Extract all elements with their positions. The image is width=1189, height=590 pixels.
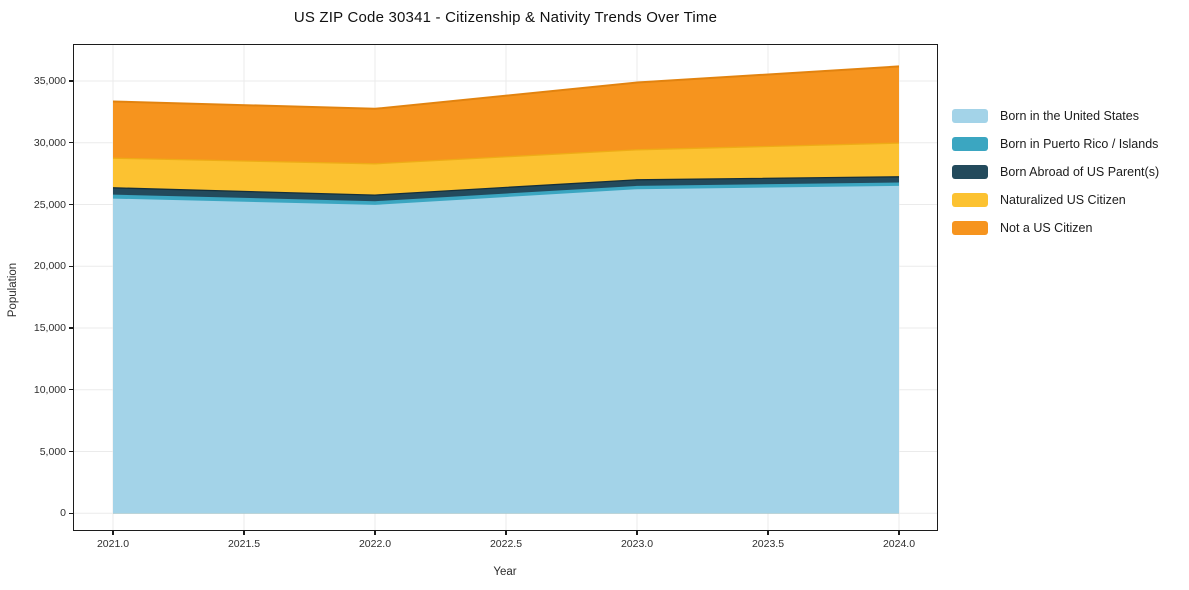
legend: Born in the United States Born in Puerto… xyxy=(952,102,1159,242)
legend-label: Born in the United States xyxy=(1000,109,1139,123)
legend-swatch-naturalized xyxy=(952,193,988,207)
legend-item: Born in Puerto Rico / Islands xyxy=(952,130,1159,158)
x-tick xyxy=(374,530,376,535)
x-tick-label: 2022.0 xyxy=(358,538,392,550)
legend-label: Born in Puerto Rico / Islands xyxy=(1000,137,1159,151)
x-tick xyxy=(636,530,638,535)
x-tick-label: 2021.5 xyxy=(227,538,261,550)
x-axis-label: Year xyxy=(493,566,517,578)
x-tick-label: 2022.5 xyxy=(489,538,523,550)
y-tick xyxy=(68,142,74,144)
x-tick-label: 2021.0 xyxy=(96,538,130,550)
y-tick-label: 0 xyxy=(60,507,66,520)
chart-title: US ZIP Code 30341 - Citizenship & Nativi… xyxy=(293,9,718,26)
legend-swatch-born-abroad xyxy=(952,165,988,179)
x-tick xyxy=(505,530,507,535)
legend-swatch-puerto-rico xyxy=(952,137,988,151)
x-tick xyxy=(898,530,900,535)
y-tick-label: 15,000 xyxy=(33,322,66,335)
y-tick-label: 5,000 xyxy=(39,445,66,458)
x-tick xyxy=(243,530,245,535)
y-tick xyxy=(68,265,74,267)
x-tick-label: 2023.0 xyxy=(620,538,654,550)
legend-item: Not a US Citizen xyxy=(952,214,1159,242)
legend-swatch-not-citizen xyxy=(952,221,988,235)
plot-area xyxy=(72,43,938,531)
x-tick xyxy=(767,530,769,535)
y-tick-label: 30,000 xyxy=(33,136,66,149)
y-tick-label: 25,000 xyxy=(33,198,66,211)
legend-item: Naturalized US Citizen xyxy=(952,186,1159,214)
legend-item: Born Abroad of US Parent(s) xyxy=(952,158,1159,186)
y-tick xyxy=(68,450,74,453)
stacked-area-chart xyxy=(73,44,937,530)
y-tick xyxy=(68,389,74,391)
y-tick-label: 35,000 xyxy=(33,75,66,87)
legend-label: Not a US Citizen xyxy=(1000,221,1093,235)
x-tick-label: 2023.5 xyxy=(751,538,785,550)
legend-label: Naturalized US Citizen xyxy=(1000,193,1126,207)
y-tick xyxy=(68,327,74,329)
y-tick-label: 10,000 xyxy=(33,383,66,396)
y-tick xyxy=(68,80,74,82)
legend-swatch-born-us xyxy=(952,109,988,123)
x-tick-label: 2024.0 xyxy=(882,538,916,550)
y-tick xyxy=(68,512,74,514)
y-tick-label: 20,000 xyxy=(33,260,66,273)
legend-label: Born Abroad of US Parent(s) xyxy=(1000,165,1160,179)
legend-item: Born in the United States xyxy=(952,102,1159,130)
y-tick xyxy=(68,203,74,206)
x-tick xyxy=(112,530,114,535)
